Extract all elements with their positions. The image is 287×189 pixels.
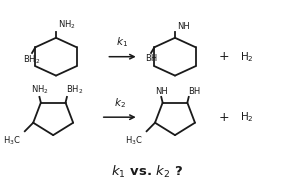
Text: H$_3$C: H$_3$C bbox=[125, 134, 142, 146]
Text: H$_2$: H$_2$ bbox=[240, 110, 253, 124]
Text: $k_1$: $k_1$ bbox=[117, 35, 129, 49]
Text: NH$_2$: NH$_2$ bbox=[31, 84, 48, 96]
Text: BH$_2$: BH$_2$ bbox=[66, 84, 84, 96]
Text: BH: BH bbox=[188, 87, 200, 96]
Text: NH: NH bbox=[155, 87, 168, 96]
Text: NH$_2$: NH$_2$ bbox=[58, 18, 76, 31]
Text: +: + bbox=[219, 50, 229, 63]
Text: BH: BH bbox=[145, 54, 157, 63]
Text: +: + bbox=[219, 111, 229, 124]
Text: H$_3$C: H$_3$C bbox=[3, 134, 21, 146]
Text: NH: NH bbox=[177, 22, 190, 31]
Text: $\mathit{k}_1$ vs. $\mathit{k}_2$ ?: $\mathit{k}_1$ vs. $\mathit{k}_2$ ? bbox=[111, 163, 183, 180]
Text: $k_2$: $k_2$ bbox=[114, 96, 126, 110]
Text: H$_2$: H$_2$ bbox=[240, 50, 253, 64]
Text: BH$_2$: BH$_2$ bbox=[23, 54, 41, 66]
